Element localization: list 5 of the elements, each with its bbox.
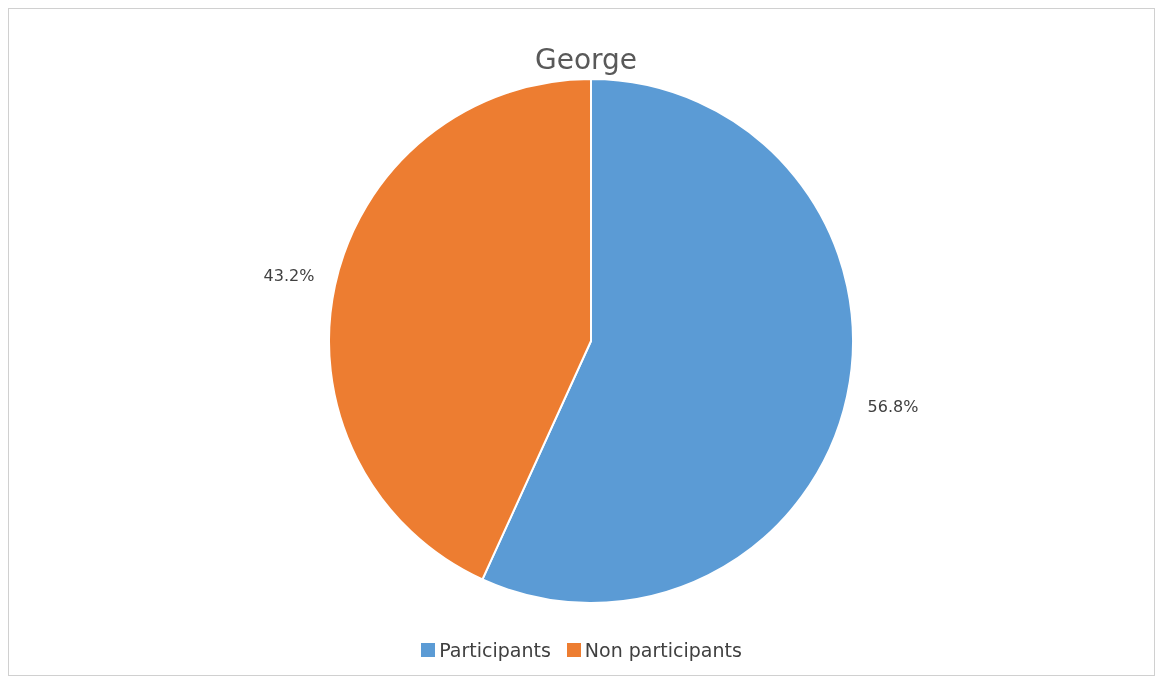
chart-title: George — [534, 42, 638, 76]
legend-label: Non participants — [584, 639, 742, 661]
data-label: 43.2% — [263, 265, 315, 285]
legend-label: Participants — [439, 639, 551, 661]
data-label: 56.8% — [867, 397, 919, 417]
